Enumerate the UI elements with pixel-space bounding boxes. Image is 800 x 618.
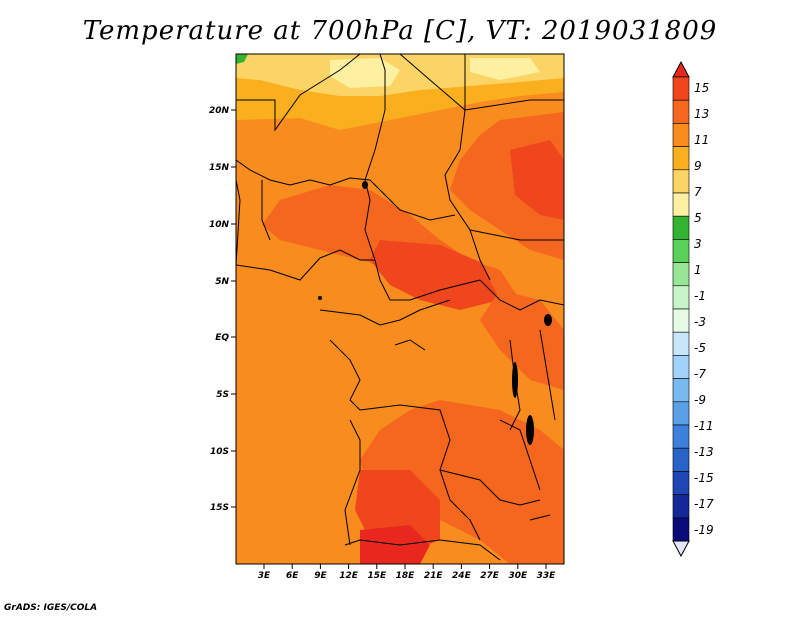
colorbar-box [672,447,690,472]
colorbar-box [672,169,690,194]
lon-tick-label: 21E [424,571,444,581]
lon-tick-label: 6E [286,571,299,581]
colorbar-box [672,262,690,287]
map-borders [236,54,564,561]
colorbar-label: 15 [694,81,709,95]
lat-tick-label: EQ [215,333,229,343]
colorbar-box [672,192,690,217]
colorbar-box [672,471,690,495]
colorbar-box [672,401,690,426]
colorbar-label: -3 [694,315,706,329]
colorbar-box [672,378,690,403]
lat-tick-label: 10N [209,220,230,230]
chart-title: Temperature at 700hPa [C], VT: 201903180… [82,16,718,46]
lat-tick-label: 5N [215,277,229,287]
colorbar-label: 13 [694,107,709,121]
colorbar-label: 7 [694,185,702,199]
colorbar-label: 9 [694,159,702,173]
colorbar-box [672,99,690,124]
colorbar-label: -17 [694,497,714,511]
colorbar-box [672,285,690,310]
colorbar-label: -11 [694,419,714,433]
colorbar-box [672,517,690,542]
lon-tick-label: 27E [480,571,500,581]
colorbar-label: 11 [694,133,709,147]
colorbar-max-arrow [672,60,690,78]
lon-tick-label: 9E [314,571,327,581]
lon-tick-label: 12E [339,571,359,581]
colorbar-label: 5 [694,211,702,225]
temperature-field [236,54,564,564]
colorbar-box [672,355,690,379]
colorbar-box [672,215,690,240]
lon-tick-label: 33E [537,571,557,581]
colorbar-box [672,308,690,333]
colorbar-label: 3 [694,237,702,251]
lat-tick-label: 10S [210,447,229,457]
colorbar-box [672,239,690,263]
colorbar-label: -15 [694,471,714,485]
lat-tick-label: 15N [209,163,230,173]
colorbar-label: 1 [694,263,702,277]
colorbar-box [672,123,690,147]
colorbar-min-arrow [672,540,690,558]
lon-tick-label: 30E [508,571,528,581]
colorbar-label: -5 [694,341,706,355]
colorbar-box [672,494,690,519]
latitude-axis: 20N 15N 10N 5N EQ 5S 10S 15S [209,106,236,513]
colorbar-label: -13 [694,445,714,459]
lon-tick-label: 24E [452,571,472,581]
colorbar: 15 13 11 9 7 5 3 1 -1 -3 -5 -7 -9 -11 -13 -15 -17 -19 [672,60,714,558]
longitude-axis: 3E 6E 9E 12E 15E 18E 21E 24E 27E 30E 33E [258,564,556,581]
lon-tick-label: 3E [258,571,271,581]
colorbar-label: -7 [694,367,706,381]
lat-tick-label: 5S [216,390,229,400]
lat-tick-label: 20N [209,106,230,116]
colorbar-label: -9 [694,393,706,407]
lon-tick-label: 15E [367,571,387,581]
colorbar-label: -1 [694,289,706,303]
credit-label: GrADS: IGES/COLA [4,603,98,613]
lat-tick-label: 15S [210,503,229,513]
colorbar-box [672,146,690,171]
colorbar-label: -19 [694,523,714,537]
map-frame [235,53,565,565]
colorbar-box [672,76,690,101]
colorbar-box [672,424,690,449]
colorbar-box [672,331,690,356]
lakes [318,181,552,445]
lon-tick-label: 18E [396,571,416,581]
